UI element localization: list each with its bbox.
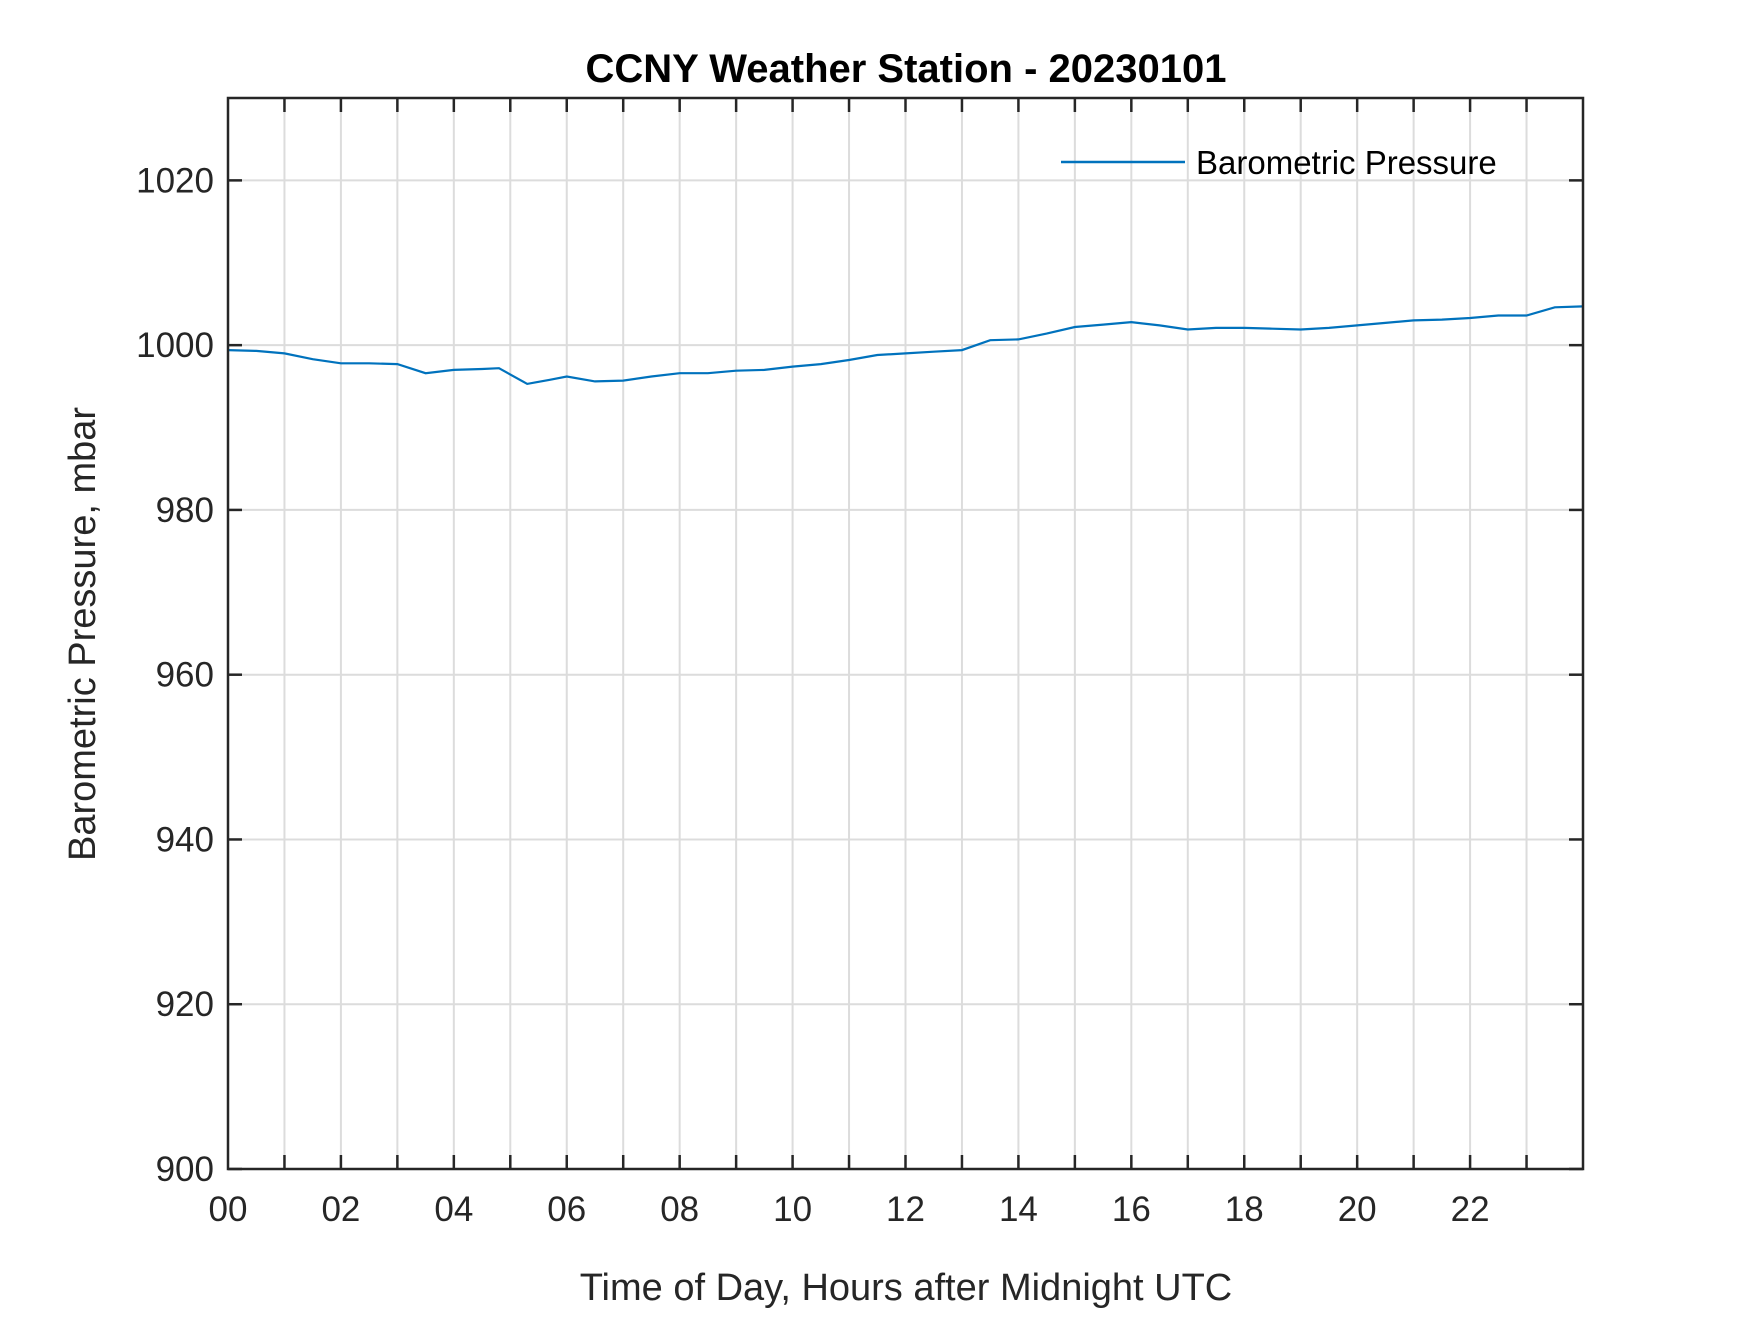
- x-tick-label: 22: [1451, 1190, 1490, 1229]
- x-tick-label: 02: [321, 1190, 360, 1229]
- chart-title: CCNY Weather Station - 20230101: [586, 47, 1227, 91]
- x-tick-label: 14: [999, 1190, 1038, 1229]
- grid: [228, 98, 1583, 1169]
- x-tick-label: 20: [1338, 1190, 1377, 1229]
- x-tick-label: 18: [1225, 1190, 1264, 1229]
- legend-label: Barometric Pressure: [1196, 144, 1497, 181]
- y-tick-label: 960: [156, 656, 214, 695]
- y-tick-label: 900: [156, 1150, 214, 1189]
- x-tick-label: 10: [773, 1190, 812, 1229]
- y-tick-label: 940: [156, 820, 214, 859]
- ticks: [228, 98, 1583, 1171]
- y-tick-label: 1020: [136, 161, 214, 200]
- y-tick-label: 920: [156, 985, 214, 1024]
- legend: Barometric Pressure: [1061, 144, 1497, 181]
- series-line-barometric-pressure: [227, 305, 1584, 386]
- y-axis-label: Barometric Pressure, mbar: [62, 407, 104, 861]
- x-tick-label: 04: [434, 1190, 473, 1229]
- x-axis-label: Time of Day, Hours after Midnight UTC: [580, 1267, 1233, 1309]
- x-tick-label: 12: [886, 1190, 925, 1229]
- x-tick-label: 08: [660, 1190, 699, 1229]
- x-tick-label: 06: [547, 1190, 586, 1229]
- y-tick-label: 980: [156, 491, 214, 530]
- tick-labels: 00 02 04 06 08 10 12 14 16 18 20 22 900 920 940 960 980 1…: [136, 161, 1489, 1229]
- x-tick-label: 00: [209, 1190, 248, 1229]
- x-tick-label: 16: [1112, 1190, 1151, 1229]
- series-layer: [227, 305, 1584, 386]
- y-tick-label: 1000: [136, 326, 214, 365]
